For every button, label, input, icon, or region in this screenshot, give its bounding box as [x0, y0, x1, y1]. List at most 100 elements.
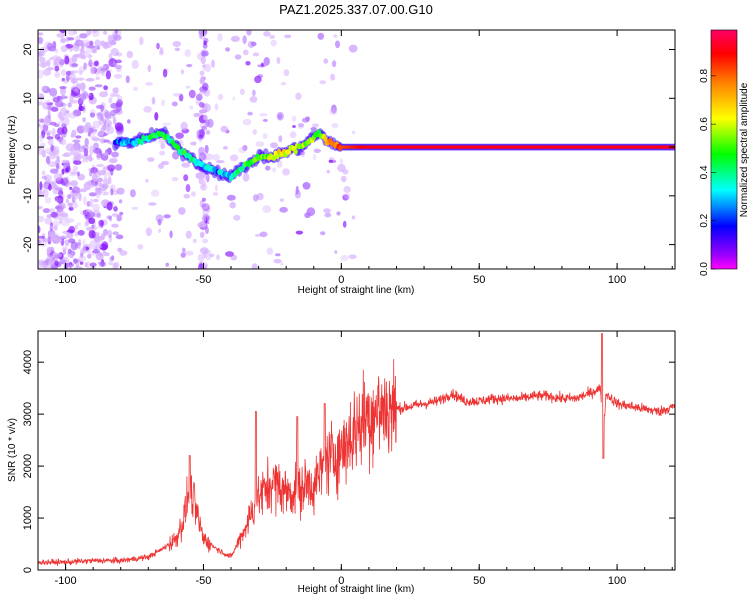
- noise-blob: [96, 132, 101, 137]
- noise-blob: [43, 174, 52, 183]
- noise-blob: [326, 169, 330, 174]
- noise-blob: [334, 250, 338, 254]
- noise-blob: [88, 192, 97, 197]
- noise-blob: [62, 248, 66, 255]
- noise-blob: [247, 111, 253, 116]
- noise-blob: [172, 92, 181, 97]
- noise-blob: [80, 252, 84, 259]
- noise-blob: [50, 106, 59, 112]
- snr-xlabel: Height of straight line (km): [298, 584, 415, 595]
- y-tick-label: 2000: [22, 454, 34, 478]
- noise-blob: [280, 82, 287, 86]
- noise-blob: [262, 133, 268, 140]
- noise-blob: [59, 259, 67, 265]
- noise-blob: [323, 58, 329, 64]
- noise-blob: [202, 105, 208, 113]
- noise-blob: [158, 163, 164, 169]
- noise-blob: [71, 63, 78, 67]
- noise-blob: [229, 154, 239, 162]
- noise-blob: [155, 214, 164, 223]
- noise-blob: [54, 49, 59, 54]
- noise-blob: [38, 69, 44, 79]
- noise-blob: [199, 200, 205, 208]
- noise-blob: [53, 236, 63, 243]
- noise-blob: [259, 231, 268, 238]
- noise-blob: [97, 177, 103, 183]
- noise-blob: [331, 122, 339, 129]
- noise-blob: [291, 115, 297, 122]
- noise-blob: [159, 47, 164, 54]
- noise-blob: [68, 225, 76, 234]
- noise-blob: [47, 138, 54, 146]
- noise-blob: [71, 129, 77, 138]
- noise-blob: [154, 112, 159, 121]
- noise-blob: [52, 186, 58, 194]
- noise-blob: [80, 83, 86, 93]
- noise-blob: [59, 86, 67, 90]
- noise-blob: [246, 30, 252, 36]
- noise-blob: [57, 120, 62, 125]
- noise-blob: [98, 219, 105, 227]
- noise-blob: [55, 205, 61, 210]
- noise-blob: [55, 149, 60, 156]
- noise-blob: [174, 47, 180, 52]
- x-tick-label: -100: [55, 575, 77, 587]
- noise-blob: [102, 66, 106, 71]
- noise-blob: [47, 161, 57, 168]
- noise-blob: [220, 125, 228, 133]
- noise-blob: [119, 211, 124, 216]
- noise-blob: [344, 193, 351, 199]
- noise-blob: [259, 113, 268, 117]
- noise-blob: [99, 67, 109, 72]
- noise-blob: [75, 242, 82, 246]
- noise-blob: [70, 70, 80, 74]
- noise-blob: [87, 132, 91, 137]
- noise-blob: [69, 180, 79, 187]
- noise-blob: [278, 135, 283, 143]
- noise-blob: [39, 47, 45, 55]
- noise-blob: [262, 205, 272, 214]
- noise-blob: [282, 168, 290, 176]
- noise-blob: [156, 42, 160, 50]
- noise-blob: [180, 69, 184, 75]
- noise-blob: [82, 124, 90, 133]
- noise-blob: [76, 53, 85, 59]
- noise-blob: [222, 146, 228, 150]
- noise-blob: [83, 181, 92, 191]
- noise-blob: [38, 225, 41, 234]
- noise-blob: [262, 118, 268, 122]
- noise-blob: [183, 193, 191, 199]
- noise-blob: [306, 207, 316, 217]
- noise-blob: [88, 255, 92, 259]
- noise-blob: [39, 134, 44, 143]
- noise-blob: [178, 207, 186, 215]
- noise-blob: [88, 59, 93, 67]
- noise-blob: [201, 203, 210, 212]
- noise-blob: [114, 164, 123, 171]
- noise-blob: [172, 41, 182, 47]
- noise-blob: [114, 64, 122, 70]
- noise-blob: [74, 155, 81, 161]
- colorbar-tick-label: 0.0: [699, 262, 710, 276]
- noise-blob: [199, 70, 205, 76]
- noise-blob: [70, 190, 77, 194]
- x-tick-label: -50: [196, 274, 212, 286]
- noise-blob: [82, 245, 87, 254]
- noise-blob: [92, 250, 100, 254]
- noise-blob: [91, 226, 98, 231]
- noise-blob: [85, 77, 95, 82]
- noise-blob: [88, 217, 96, 224]
- noise-blob: [112, 33, 118, 42]
- noise-blob: [53, 225, 58, 231]
- y-tick-label: 20: [22, 43, 34, 55]
- noise-blob: [189, 105, 194, 110]
- noise-blob: [273, 259, 282, 264]
- noise-blob: [330, 73, 336, 81]
- spectrogram-xlabel: Height of straight line (km): [298, 285, 415, 296]
- noise-blob: [89, 112, 96, 118]
- noise-blob: [61, 159, 68, 164]
- noise-blob: [65, 198, 70, 204]
- noise-blob: [90, 135, 97, 140]
